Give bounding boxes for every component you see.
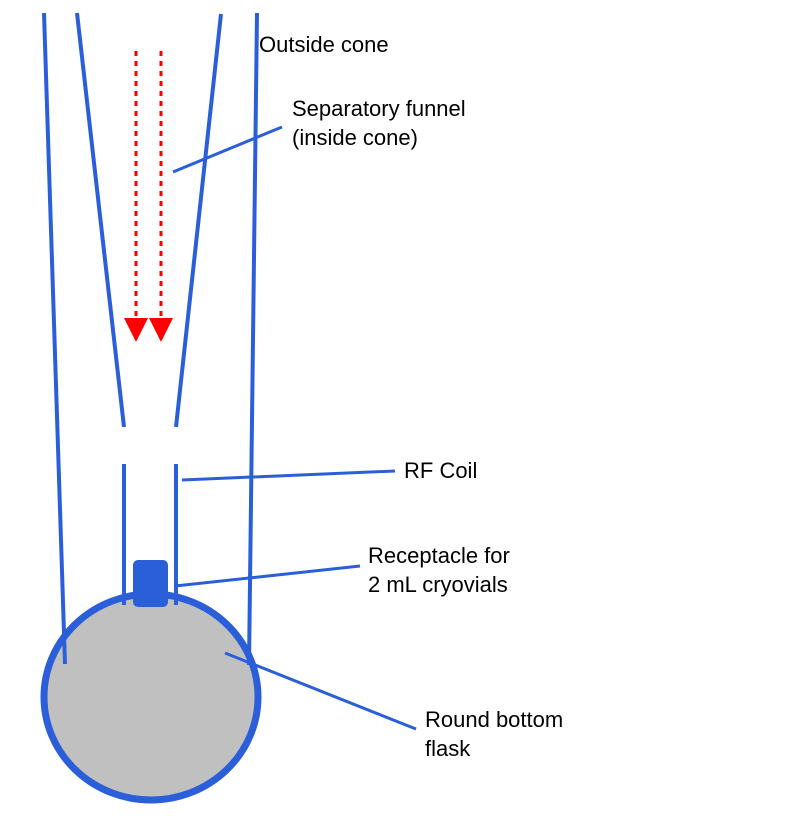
rf-coil bbox=[120, 427, 180, 464]
label-separatory-funnel-line1: Separatory funnel bbox=[292, 96, 466, 121]
round-bottom-flask bbox=[44, 594, 258, 800]
label-receptacle-line1: Receptacle for bbox=[368, 543, 510, 568]
leader-receptacle bbox=[175, 566, 360, 586]
receptacle bbox=[134, 561, 167, 606]
leader-separatory-funnel bbox=[173, 127, 282, 172]
label-rf-coil: RF Coil bbox=[404, 458, 477, 484]
funnel-left-upper bbox=[77, 13, 124, 427]
label-round-bottom-flask: Round bottom flask bbox=[425, 706, 563, 763]
label-flask-line2: flask bbox=[425, 736, 470, 761]
outer-cone-left bbox=[44, 13, 65, 664]
leader-rf-coil bbox=[182, 471, 395, 480]
outer-cone-right bbox=[249, 13, 257, 665]
label-separatory-funnel-line2: (inside cone) bbox=[292, 125, 418, 150]
funnel-right-upper bbox=[176, 14, 221, 427]
label-outside-cone: Outside cone bbox=[259, 32, 389, 58]
label-flask-line1: Round bottom bbox=[425, 707, 563, 732]
label-separatory-funnel: Separatory funnel (inside cone) bbox=[292, 95, 466, 152]
label-receptacle-line2: 2 mL cryovials bbox=[368, 572, 508, 597]
label-receptacle: Receptacle for 2 mL cryovials bbox=[368, 542, 510, 599]
